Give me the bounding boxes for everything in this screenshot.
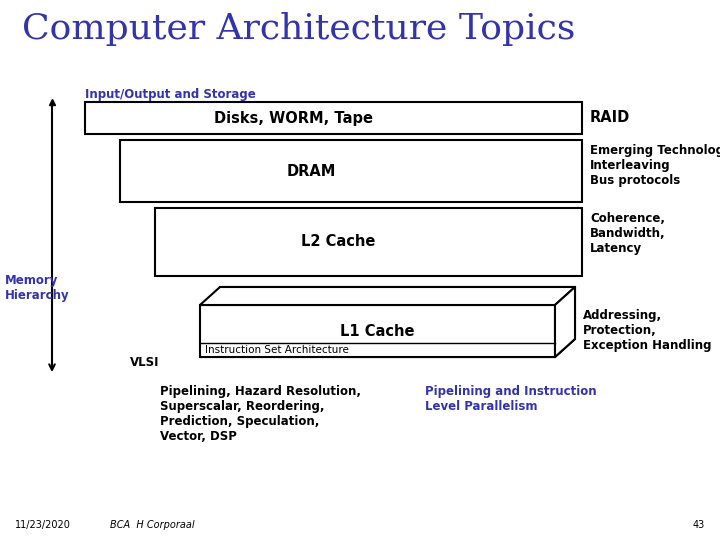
Bar	[200, 305, 555, 357]
Text: L1 Cache: L1 Cache	[341, 323, 415, 339]
Text: Disks, WORM, Tape: Disks, WORM, Tape	[214, 111, 373, 125]
Bar	[85, 102, 582, 134]
Text: VLSI: VLSI	[130, 356, 160, 369]
Text: Emerging Technologies
Interleaving
Bus protocols: Emerging Technologies Interleaving Bus p…	[590, 144, 720, 187]
Text: Coherence,
Bandwidth,
Latency: Coherence, Bandwidth, Latency	[590, 212, 665, 255]
Polygon shape	[200, 287, 575, 305]
Text: 11/23/2020: 11/23/2020	[15, 520, 71, 530]
Bar	[120, 140, 582, 202]
Text: Memory
Hierarchy: Memory Hierarchy	[5, 274, 70, 302]
Bar	[155, 208, 582, 276]
Text: Pipelining, Hazard Resolution,
Superscalar, Reordering,
Prediction, Speculation,: Pipelining, Hazard Resolution, Superscal…	[160, 385, 361, 443]
Text: Addressing,
Protection,
Exception Handling: Addressing, Protection, Exception Handli…	[583, 309, 711, 352]
Text: DRAM: DRAM	[287, 164, 336, 179]
Text: Instruction Set Architecture: Instruction Set Architecture	[205, 345, 349, 355]
Text: L2 Cache: L2 Cache	[301, 234, 376, 249]
Text: BCA  H Corporaal: BCA H Corporaal	[110, 520, 194, 530]
Text: Input/Output and Storage: Input/Output and Storage	[85, 88, 256, 101]
Text: Pipelining and Instruction
Level Parallelism: Pipelining and Instruction Level Paralle…	[425, 385, 597, 413]
Polygon shape	[555, 287, 575, 357]
Text: 43: 43	[693, 520, 705, 530]
Polygon shape	[200, 287, 575, 357]
Text: Computer Architecture Topics: Computer Architecture Topics	[22, 12, 575, 46]
Text: RAID: RAID	[590, 111, 630, 125]
